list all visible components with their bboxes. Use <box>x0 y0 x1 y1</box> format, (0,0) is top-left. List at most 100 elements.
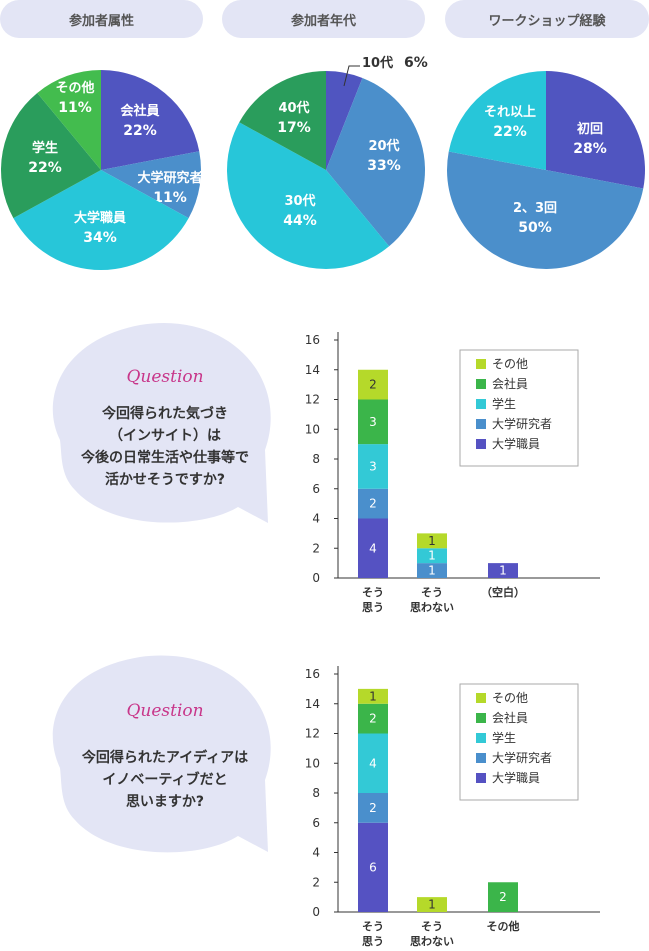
bar-data-label: 1 <box>428 534 436 548</box>
y-tick-label: 12 <box>305 393 320 407</box>
pie-slice <box>239 71 326 170</box>
x-tick-label: 思う <box>362 601 384 614</box>
pie-slice-value: 22% <box>28 160 62 176</box>
bar-data-label: 6 <box>369 860 377 874</box>
y-tick-label: 14 <box>305 363 320 377</box>
legend-label: 学生 <box>492 730 516 745</box>
x-tick-label: そう <box>421 586 443 599</box>
bar-data-label: 1 <box>428 549 436 563</box>
legend-label: その他 <box>492 357 528 371</box>
question-2-line: イノベーティブだと <box>102 772 228 788</box>
bar-segment <box>358 688 388 704</box>
pie-slice <box>447 151 644 269</box>
pie-slice-label: 30代 <box>284 193 315 209</box>
bar-segment <box>358 733 388 793</box>
question-2-text: 今回得られたアイディアは イノベーティブだと 思いますか? <box>50 747 280 813</box>
bar-segment <box>358 399 388 445</box>
legend-label: 大学研究者 <box>492 416 552 431</box>
pie-slice-label: 会社員 <box>120 103 159 119</box>
pie-slice-label: 初回 <box>577 121 603 137</box>
bar-data-label: 2 <box>369 497 377 511</box>
bar-segment <box>358 822 388 912</box>
bar-data-label: 1 <box>428 564 436 578</box>
y-tick-label: 16 <box>305 333 320 347</box>
question-1-text: 今回得られた気づき （インサイト）は 今後の日常生活や仕事等で 活かせそうですか… <box>50 403 280 491</box>
y-tick-label: 10 <box>305 422 320 436</box>
legend-swatch <box>476 419 486 429</box>
legend-label: 会社員 <box>492 710 528 725</box>
pie-slice <box>326 77 426 247</box>
pie-slice-label: 10代 <box>362 55 393 71</box>
pie-slice-label: その他 <box>55 80 94 96</box>
pie-slice-value: 44% <box>283 213 317 229</box>
question-2-line: 思いますか? <box>125 794 205 810</box>
bar-data-label: 2 <box>369 712 377 726</box>
legend-swatch <box>476 733 486 743</box>
bar-segment <box>417 897 447 912</box>
bar-segment <box>358 444 388 489</box>
question-1-title: Question <box>126 367 204 387</box>
pie-slice <box>1 92 102 219</box>
question-1-line: 今回得られた気づき <box>102 406 228 422</box>
pie-slice <box>101 151 201 219</box>
pie-slice-label: 40代 <box>278 100 309 116</box>
pie-slice-label: 学生 <box>32 140 58 156</box>
pie-slice-value: 22% <box>493 124 527 140</box>
pie-slice-value: 11% <box>58 100 92 116</box>
question-2-title: Question <box>126 701 204 721</box>
pie-slice-value: 17% <box>277 120 311 136</box>
speech-bubble-2 <box>52 655 271 853</box>
bar-data-label: 4 <box>369 756 377 770</box>
y-tick-label: 10 <box>305 756 320 770</box>
question-1-line: 今後の日常生活や仕事等で <box>81 450 249 466</box>
pie-slice-value: 33% <box>367 158 401 174</box>
pie-slice-value: 28% <box>573 141 607 157</box>
legend-swatch <box>476 713 486 723</box>
legend-label: 学生 <box>492 396 516 411</box>
pie-slice <box>101 70 200 170</box>
pie-slice <box>448 71 546 170</box>
legend-label: 大学職員 <box>492 770 540 785</box>
bar-data-label: 2 <box>369 378 377 392</box>
legend-swatch <box>476 379 486 389</box>
bar-segment <box>358 793 388 823</box>
pie-slice <box>326 71 363 170</box>
legend-swatch <box>476 359 486 369</box>
question-2-line: 今回得られたアイディアは <box>81 750 249 766</box>
pie-slice-label: 2、3回 <box>513 201 557 216</box>
y-tick-label: 12 <box>305 727 320 741</box>
legend-swatch <box>476 439 486 449</box>
y-tick-label: 2 <box>312 875 320 889</box>
y-tick-label: 8 <box>312 452 320 466</box>
legend-label: その他 <box>492 691 528 705</box>
pie-header-age: 参加者年代 <box>222 0 425 38</box>
pie-leader-line <box>343 65 360 87</box>
pie-slice <box>227 122 390 269</box>
bar-data-label: 3 <box>369 415 377 429</box>
pie-header-workshop: ワークショップ経験 <box>445 0 649 38</box>
y-tick-label: 0 <box>312 571 320 585</box>
bar-segment <box>358 369 388 400</box>
bar-segment <box>358 518 388 578</box>
bar-data-label: 1 <box>369 689 377 703</box>
pie-slice-value: 34% <box>83 230 117 246</box>
pie-slice <box>37 70 101 170</box>
legend-swatch <box>476 753 486 763</box>
y-tick-label: 8 <box>312 786 320 800</box>
legend-label: 大学職員 <box>492 436 540 451</box>
pie-slice-value: 6% <box>404 55 428 71</box>
y-tick-label: 4 <box>312 512 320 526</box>
bar-segment <box>358 703 388 734</box>
x-tick-label: そう <box>421 920 443 933</box>
pie-header-attributes: 参加者属性 <box>0 0 203 38</box>
legend-swatch <box>476 693 486 703</box>
y-tick-label: 2 <box>312 541 320 555</box>
x-tick-label: その他 <box>487 919 520 933</box>
x-tick-label: 思わない <box>410 601 454 614</box>
legend-swatch <box>476 773 486 783</box>
x-tick-label: 思う <box>362 935 384 948</box>
bar-segment <box>488 882 518 912</box>
pie-slice-label: 大学職員 <box>74 210 126 226</box>
pie-slice-label: それ以上 <box>484 105 536 120</box>
